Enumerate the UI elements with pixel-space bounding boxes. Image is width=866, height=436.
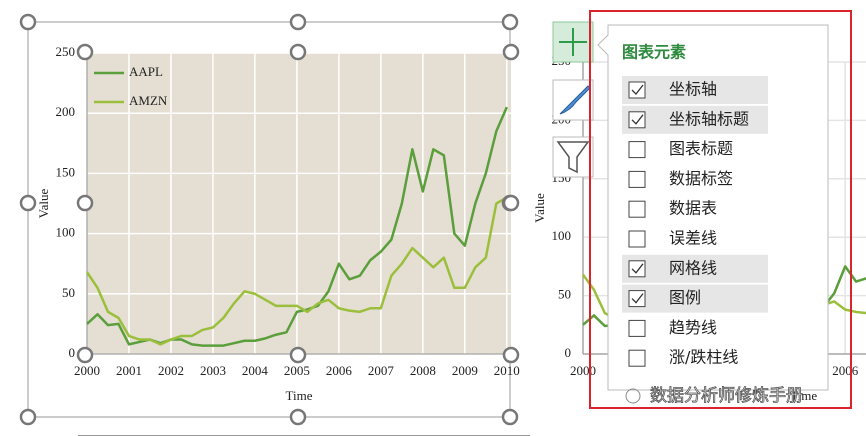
checkbox[interactable] <box>628 260 646 278</box>
item-label: 网格线 <box>669 258 717 277</box>
y-axis-label: Value <box>36 188 51 218</box>
checkbox[interactable] <box>628 349 646 367</box>
x-tick-label: 2000 <box>570 363 596 378</box>
x-tick-label: 2000 <box>74 363 100 378</box>
chart-filters-button[interactable] <box>552 136 594 178</box>
item-label: 坐标轴 <box>669 80 717 99</box>
x-tick-label: 2005 <box>284 363 310 378</box>
item-label: 涨/跌柱线 <box>669 348 738 367</box>
panel-item[interactable]: 坐标轴标题 <box>622 105 768 134</box>
legend-label: AAPL <box>129 64 163 79</box>
x-tick-label: 2007 <box>368 363 395 378</box>
plus-icon <box>559 28 587 56</box>
item-label: 数据标签 <box>669 169 733 188</box>
selection-handles <box>19 13 520 426</box>
x-axis-label: Time <box>790 388 817 403</box>
resize-handle[interactable] <box>289 43 307 61</box>
item-label: 误差线 <box>669 229 717 248</box>
panel-item[interactable]: 趋势线 <box>628 318 717 337</box>
resize-handle[interactable] <box>76 346 94 364</box>
y-tick-label: 0 <box>565 345 572 360</box>
x-tick-label: 2002 <box>158 363 184 378</box>
x-tick-label: 2003 <box>200 363 226 378</box>
filter-icon <box>556 141 590 174</box>
chart-elements-button[interactable] <box>552 21 594 63</box>
resize-handle[interactable] <box>289 408 307 426</box>
resize-handle[interactable] <box>19 194 37 212</box>
item-label: 趋势线 <box>669 318 717 337</box>
x-axis-label: Time <box>286 388 313 403</box>
main-chart: 0 50 100 150 200 250 2000 2001 2002 2003 2004 2005 2… <box>36 44 520 403</box>
y-tick-label: 200 <box>56 104 76 119</box>
plot-area <box>87 53 511 354</box>
checkbox[interactable] <box>628 111 646 129</box>
y-tick-label: 100 <box>552 228 572 243</box>
resize-handle[interactable] <box>76 194 94 212</box>
panel-item[interactable]: 误差线 <box>628 229 717 248</box>
checkbox[interactable] <box>628 170 646 188</box>
item-highlight <box>622 76 768 104</box>
resize-handle[interactable] <box>502 346 520 364</box>
checkbox[interactable] <box>628 319 646 337</box>
item-label: 图例 <box>669 288 701 307</box>
resize-handle[interactable] <box>19 408 37 426</box>
check-mark <box>631 263 644 274</box>
check-mark <box>631 84 644 95</box>
watermark: 数据分析师修炼手册 <box>625 386 803 406</box>
x-tick-label: 2001 <box>116 363 142 378</box>
x-tick-label: 2006 <box>326 363 353 378</box>
watermark-text: 数据分析师修炼手册 <box>650 386 803 406</box>
y-tick-label: 50 <box>62 285 75 300</box>
item-label: 图表标题 <box>669 139 733 158</box>
panel-title: 图表元素 <box>622 43 686 62</box>
resize-handle[interactable] <box>502 43 520 61</box>
panel-item[interactable]: 数据表 <box>628 199 717 218</box>
y-axis-label: Value <box>532 193 547 223</box>
panel-item[interactable]: 图表标题 <box>628 139 733 159</box>
checkbox[interactable] <box>628 200 646 218</box>
x-tick-label: 2010 <box>494 363 520 378</box>
check-mark <box>631 293 644 304</box>
resize-handle[interactable] <box>19 13 37 31</box>
item-highlight <box>622 284 768 313</box>
y-tick-label: 250 <box>56 44 76 59</box>
highlight-box <box>589 10 852 409</box>
panel-item[interactable]: 涨/跌柱线 <box>628 348 738 367</box>
x-tick-label: 2008 <box>410 363 436 378</box>
checkbox[interactable] <box>628 290 646 308</box>
wechat-icon <box>625 388 641 404</box>
panel-item[interactable]: 网格线 <box>622 254 768 283</box>
y-tick-label: 150 <box>56 164 76 179</box>
checkbox[interactable] <box>628 230 646 248</box>
item-label: 数据表 <box>669 199 717 218</box>
resize-handle[interactable] <box>76 43 94 61</box>
resize-handle[interactable] <box>501 408 519 426</box>
item-highlight <box>622 254 768 283</box>
resize-handle[interactable] <box>289 13 307 31</box>
check-mark <box>631 114 644 125</box>
checkbox[interactable] <box>628 141 646 159</box>
chart-styles-button[interactable] <box>552 79 594 121</box>
y-tick-label: 50 <box>558 287 571 302</box>
panel-item[interactable]: 数据标签 <box>628 169 733 188</box>
resize-handle[interactable] <box>502 194 520 212</box>
resize-handle[interactable] <box>289 346 307 364</box>
item-highlight <box>622 105 768 134</box>
resize-handle[interactable] <box>501 13 519 31</box>
x-tick-label: 2006 <box>832 363 859 378</box>
legend-label: AMZN <box>129 93 168 108</box>
y-tick-label: 100 <box>56 225 76 240</box>
series-line <box>85 196 508 346</box>
button-bg[interactable] <box>552 79 594 121</box>
y-tick-label: 0 <box>69 345 76 360</box>
x-tick-label: 2009 <box>452 363 478 378</box>
item-label: 坐标轴标题 <box>669 109 749 128</box>
panel-item[interactable]: 坐标轴 <box>622 76 768 104</box>
checkbox[interactable] <box>628 81 646 99</box>
panel-item[interactable]: 图例 <box>622 284 768 313</box>
x-tick-label: 2004 <box>242 363 269 378</box>
